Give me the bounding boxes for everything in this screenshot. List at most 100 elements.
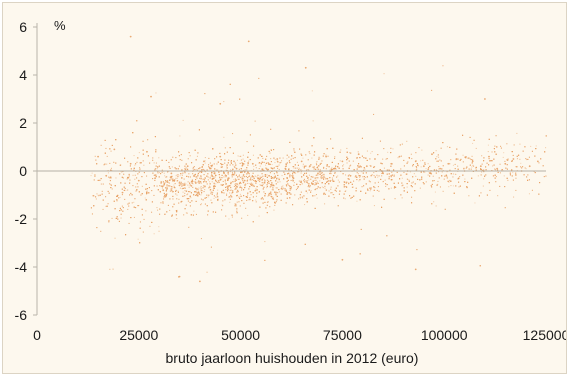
data-point (300, 172, 302, 174)
data-point (323, 192, 325, 194)
data-point (153, 174, 155, 176)
data-point (122, 177, 124, 179)
data-point (497, 169, 499, 171)
x-tick-label: 125000 (523, 327, 566, 343)
data-point (184, 165, 186, 167)
data-point (488, 158, 490, 160)
data-point (242, 181, 244, 183)
data-point (185, 204, 187, 206)
data-point (208, 185, 210, 187)
data-point (116, 195, 118, 197)
data-point (349, 174, 352, 177)
data-point (110, 169, 112, 171)
data-point (220, 184, 222, 186)
data-point (286, 177, 288, 179)
data-point (247, 177, 249, 179)
data-point (329, 173, 331, 175)
data-point (468, 168, 470, 170)
data-point (184, 195, 186, 197)
y-tick-label: 6 (19, 19, 27, 35)
data-point (473, 139, 475, 141)
data-point (365, 165, 368, 168)
data-point (330, 179, 332, 181)
data-point (213, 184, 215, 186)
data-point (247, 172, 249, 174)
data-point (137, 179, 140, 182)
data-point (109, 148, 111, 150)
data-point (274, 204, 276, 206)
data-point (170, 188, 172, 190)
data-point (233, 185, 235, 187)
data-point (213, 172, 215, 174)
data-point (374, 166, 376, 168)
data-point (440, 147, 442, 149)
data-point (230, 196, 232, 198)
data-point (422, 165, 425, 168)
data-point (393, 169, 395, 171)
data-point (286, 193, 288, 195)
data-point (266, 185, 268, 187)
data-point (211, 202, 213, 204)
data-point (415, 175, 417, 177)
data-point (193, 175, 195, 177)
data-point (161, 169, 163, 171)
data-point (196, 155, 198, 157)
data-point (428, 172, 430, 174)
data-point (296, 183, 298, 185)
data-point (223, 101, 225, 103)
data-point (165, 187, 167, 189)
data-point (230, 161, 232, 163)
data-point (207, 214, 209, 216)
data-point (515, 177, 517, 179)
data-point (312, 166, 314, 168)
data-point (356, 200, 358, 202)
data-point (328, 166, 330, 168)
data-point (472, 164, 474, 166)
data-point (504, 160, 506, 162)
data-point (177, 191, 179, 193)
y-tick-label: -6 (15, 307, 28, 323)
data-point (296, 187, 298, 189)
data-point (211, 172, 213, 174)
data-point (331, 169, 333, 171)
data-point (237, 184, 239, 186)
data-point (188, 152, 190, 154)
data-point (292, 179, 294, 181)
data-point (136, 183, 138, 185)
data-point (186, 198, 188, 200)
data-point (288, 160, 290, 162)
data-point (193, 174, 195, 176)
data-point (211, 166, 213, 168)
data-point (234, 183, 236, 185)
data-point (223, 192, 225, 194)
data-point (520, 166, 522, 168)
data-point (330, 186, 332, 188)
data-point (335, 190, 337, 192)
data-point (410, 153, 412, 155)
data-point (522, 166, 524, 168)
data-point (208, 157, 210, 159)
data-point (120, 164, 122, 166)
data-point (381, 175, 383, 177)
data-point (283, 171, 285, 173)
data-point (185, 204, 187, 206)
data-point (93, 179, 95, 181)
data-point (365, 176, 367, 178)
data-point (91, 213, 93, 215)
data-point (210, 246, 212, 248)
data-point (152, 159, 154, 161)
data-point (262, 168, 264, 170)
data-point (363, 185, 365, 187)
data-point (220, 159, 222, 161)
data-point (197, 175, 199, 177)
data-point (356, 157, 358, 159)
data-point (196, 191, 198, 193)
data-point (328, 195, 330, 197)
data-point (267, 162, 269, 164)
y-tick-label: -4 (15, 259, 28, 275)
data-point (203, 169, 205, 171)
data-point (437, 154, 439, 156)
data-point (264, 195, 266, 197)
data-point (246, 196, 248, 198)
